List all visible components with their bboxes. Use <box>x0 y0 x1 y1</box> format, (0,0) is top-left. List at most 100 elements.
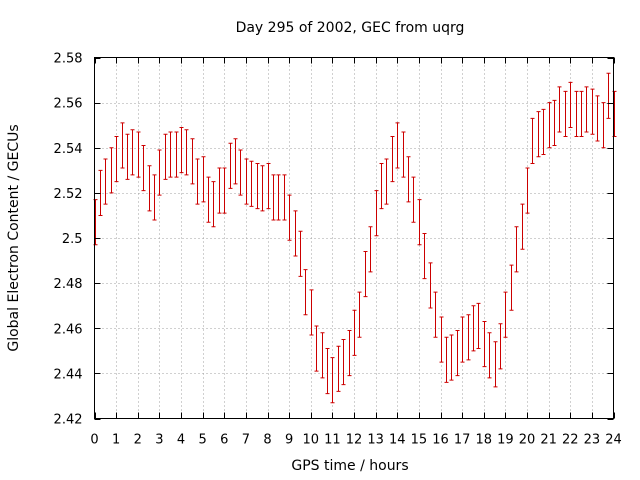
error-bar <box>390 135 395 183</box>
error-bar <box>520 203 525 250</box>
x-tick-label: 20 <box>519 433 536 448</box>
error-bar <box>379 163 384 210</box>
error-bar <box>422 232 427 280</box>
error-bar <box>130 129 135 176</box>
error-bar <box>325 348 330 395</box>
error-bar <box>574 90 579 137</box>
grid-layer <box>94 57 614 419</box>
label-layer: 0 1 2 3 4 5 6 7 8 9 10 11 12 13 14 15 16 17 18 19 20 21 22 23 24… <box>54 52 622 448</box>
error-bar <box>228 142 233 189</box>
error-bar <box>503 291 508 338</box>
error-bar <box>157 149 162 196</box>
error-bar <box>255 163 260 210</box>
error-bar <box>168 131 173 178</box>
error-bar <box>141 144 146 192</box>
error-bar <box>374 190 379 237</box>
error-bar <box>98 169 103 216</box>
y-tick-label: 2.56 <box>54 97 83 112</box>
error-bar <box>541 108 546 156</box>
error-bar <box>449 334 454 381</box>
error-bar <box>217 167 222 214</box>
x-tick-label: 1 <box>112 433 120 448</box>
error-bar <box>568 81 573 128</box>
x-tick-label: 24 <box>605 433 622 448</box>
x-tick-label: 7 <box>242 433 250 448</box>
x-axis-title: GPS time / hours <box>291 458 408 474</box>
error-bar <box>595 95 600 142</box>
x-tick-label: 4 <box>177 433 185 448</box>
x-tick-label: 19 <box>497 433 514 448</box>
error-bar <box>411 176 416 223</box>
error-bar <box>601 102 606 149</box>
error-bar <box>163 133 168 180</box>
error-bar <box>460 316 465 363</box>
error-bar <box>109 147 114 194</box>
error-bar <box>606 72 611 119</box>
x-tick-label: 8 <box>263 433 271 448</box>
error-bar <box>487 332 492 379</box>
error-bar <box>433 291 438 338</box>
error-bar <box>471 305 476 352</box>
error-bar <box>482 320 487 368</box>
x-tick-label: 10 <box>302 433 319 448</box>
x-tick-label: 5 <box>198 433 206 448</box>
error-bar <box>525 167 530 214</box>
error-bar <box>276 174 281 221</box>
error-bar <box>184 129 189 176</box>
x-tick-label: 11 <box>324 433 341 448</box>
error-bar <box>249 160 254 207</box>
error-bar <box>136 131 141 178</box>
error-bar <box>103 158 108 205</box>
x-tick-label: 0 <box>90 433 98 448</box>
error-bar <box>238 149 243 196</box>
error-bar <box>347 330 352 377</box>
x-tick-label: 18 <box>475 433 492 448</box>
y-tick-label: 2.46 <box>54 322 83 337</box>
error-bar <box>514 226 519 273</box>
error-bar <box>114 135 119 183</box>
error-bar <box>444 336 449 383</box>
error-bar <box>206 176 211 223</box>
error-bar <box>368 226 373 273</box>
error-bar <box>120 122 125 169</box>
error-bar <box>590 88 595 135</box>
x-tick-label: 17 <box>454 433 471 448</box>
error-bar <box>320 332 325 379</box>
error-bar <box>271 174 276 221</box>
error-bar <box>476 302 481 350</box>
x-tick-label: 16 <box>432 433 449 448</box>
y-tick-label: 2.44 <box>54 367 83 382</box>
error-bar <box>584 86 589 133</box>
error-bar <box>498 323 503 370</box>
error-bar <box>493 341 498 388</box>
error-bar <box>536 111 541 158</box>
error-bar <box>336 345 341 392</box>
error-bar <box>190 138 195 185</box>
error-bar <box>384 158 389 205</box>
error-bar <box>287 194 292 241</box>
error-bar <box>293 210 298 257</box>
y-tick-label: 2.42 <box>54 413 83 428</box>
chart-title: Day 295 of 2002, GEC from uqrg <box>236 20 465 36</box>
error-bar <box>547 102 552 149</box>
x-tick-label: 12 <box>346 433 363 448</box>
error-bar <box>282 174 287 221</box>
x-tick-label: 15 <box>411 433 428 448</box>
error-bar <box>417 199 422 246</box>
error-bar <box>244 158 249 205</box>
x-tick-label: 3 <box>155 433 163 448</box>
error-bar <box>509 264 514 311</box>
error-bar <box>395 122 400 169</box>
y-tick-label: 2.5 <box>62 232 83 247</box>
error-bar <box>579 90 584 137</box>
error-bar <box>363 251 368 298</box>
y-axis-title: Global Electron Content / GECUs <box>6 124 22 351</box>
y-tick-label: 2.58 <box>54 52 83 67</box>
error-bar <box>439 316 444 363</box>
y-tick-label: 2.48 <box>54 277 83 292</box>
error-bar <box>557 86 562 133</box>
x-tick-label: 2 <box>134 433 142 448</box>
error-bar <box>455 330 460 377</box>
error-bar <box>563 90 568 137</box>
